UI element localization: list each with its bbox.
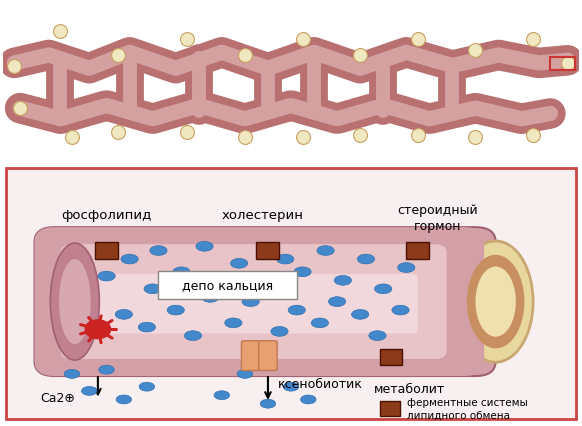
Ellipse shape (64, 370, 80, 378)
FancyBboxPatch shape (257, 242, 279, 259)
FancyBboxPatch shape (6, 168, 576, 419)
Ellipse shape (294, 267, 311, 277)
Ellipse shape (237, 370, 253, 378)
Ellipse shape (369, 331, 386, 341)
FancyBboxPatch shape (406, 242, 430, 259)
Ellipse shape (214, 391, 230, 400)
FancyBboxPatch shape (158, 271, 297, 300)
Ellipse shape (81, 386, 97, 395)
Ellipse shape (121, 255, 139, 264)
Ellipse shape (254, 280, 271, 290)
Ellipse shape (59, 259, 91, 344)
Ellipse shape (225, 318, 242, 328)
Ellipse shape (150, 246, 167, 256)
Ellipse shape (50, 244, 100, 360)
Ellipse shape (116, 395, 132, 404)
Ellipse shape (398, 263, 415, 273)
FancyBboxPatch shape (61, 245, 446, 359)
Ellipse shape (271, 327, 288, 337)
Ellipse shape (144, 284, 161, 294)
FancyBboxPatch shape (242, 341, 260, 371)
Ellipse shape (375, 284, 392, 294)
Ellipse shape (201, 293, 219, 302)
Text: стероидный
гормон: стероидный гормон (398, 203, 478, 233)
Text: ферментные системы
липидного обмена: ферментные системы липидного обмена (407, 397, 528, 420)
Ellipse shape (184, 331, 201, 341)
Text: холестерин: холестерин (221, 208, 303, 222)
FancyBboxPatch shape (83, 274, 430, 334)
Ellipse shape (98, 271, 115, 281)
Ellipse shape (173, 267, 190, 277)
Ellipse shape (196, 242, 213, 252)
FancyBboxPatch shape (61, 245, 458, 359)
Ellipse shape (357, 255, 375, 264)
Ellipse shape (334, 276, 352, 285)
Ellipse shape (99, 366, 114, 374)
Ellipse shape (392, 305, 409, 315)
FancyBboxPatch shape (381, 401, 400, 416)
Ellipse shape (311, 318, 328, 328)
Ellipse shape (139, 382, 155, 391)
Ellipse shape (230, 259, 248, 268)
FancyBboxPatch shape (381, 349, 402, 366)
FancyBboxPatch shape (34, 227, 496, 376)
Ellipse shape (352, 310, 369, 320)
Ellipse shape (467, 255, 524, 348)
Ellipse shape (300, 395, 316, 404)
Ellipse shape (328, 297, 346, 307)
Text: фосфолипид: фосфолипид (61, 208, 152, 222)
Ellipse shape (317, 246, 334, 256)
FancyBboxPatch shape (95, 242, 118, 259)
Text: Ca2⊕: Ca2⊕ (40, 391, 75, 404)
Ellipse shape (475, 267, 516, 337)
Ellipse shape (139, 322, 155, 332)
FancyBboxPatch shape (259, 341, 277, 371)
Ellipse shape (167, 305, 184, 315)
Text: депо кальция: депо кальция (182, 279, 273, 292)
Ellipse shape (458, 242, 533, 363)
FancyBboxPatch shape (83, 274, 418, 334)
Text: метаболит: метаболит (374, 383, 445, 395)
FancyBboxPatch shape (34, 227, 484, 376)
Ellipse shape (115, 310, 133, 320)
Ellipse shape (242, 297, 260, 307)
Circle shape (85, 320, 111, 339)
Ellipse shape (276, 255, 294, 264)
Text: ксенобиотик: ксенобиотик (278, 377, 362, 390)
Ellipse shape (260, 399, 276, 408)
Ellipse shape (283, 382, 299, 391)
Ellipse shape (288, 305, 306, 315)
